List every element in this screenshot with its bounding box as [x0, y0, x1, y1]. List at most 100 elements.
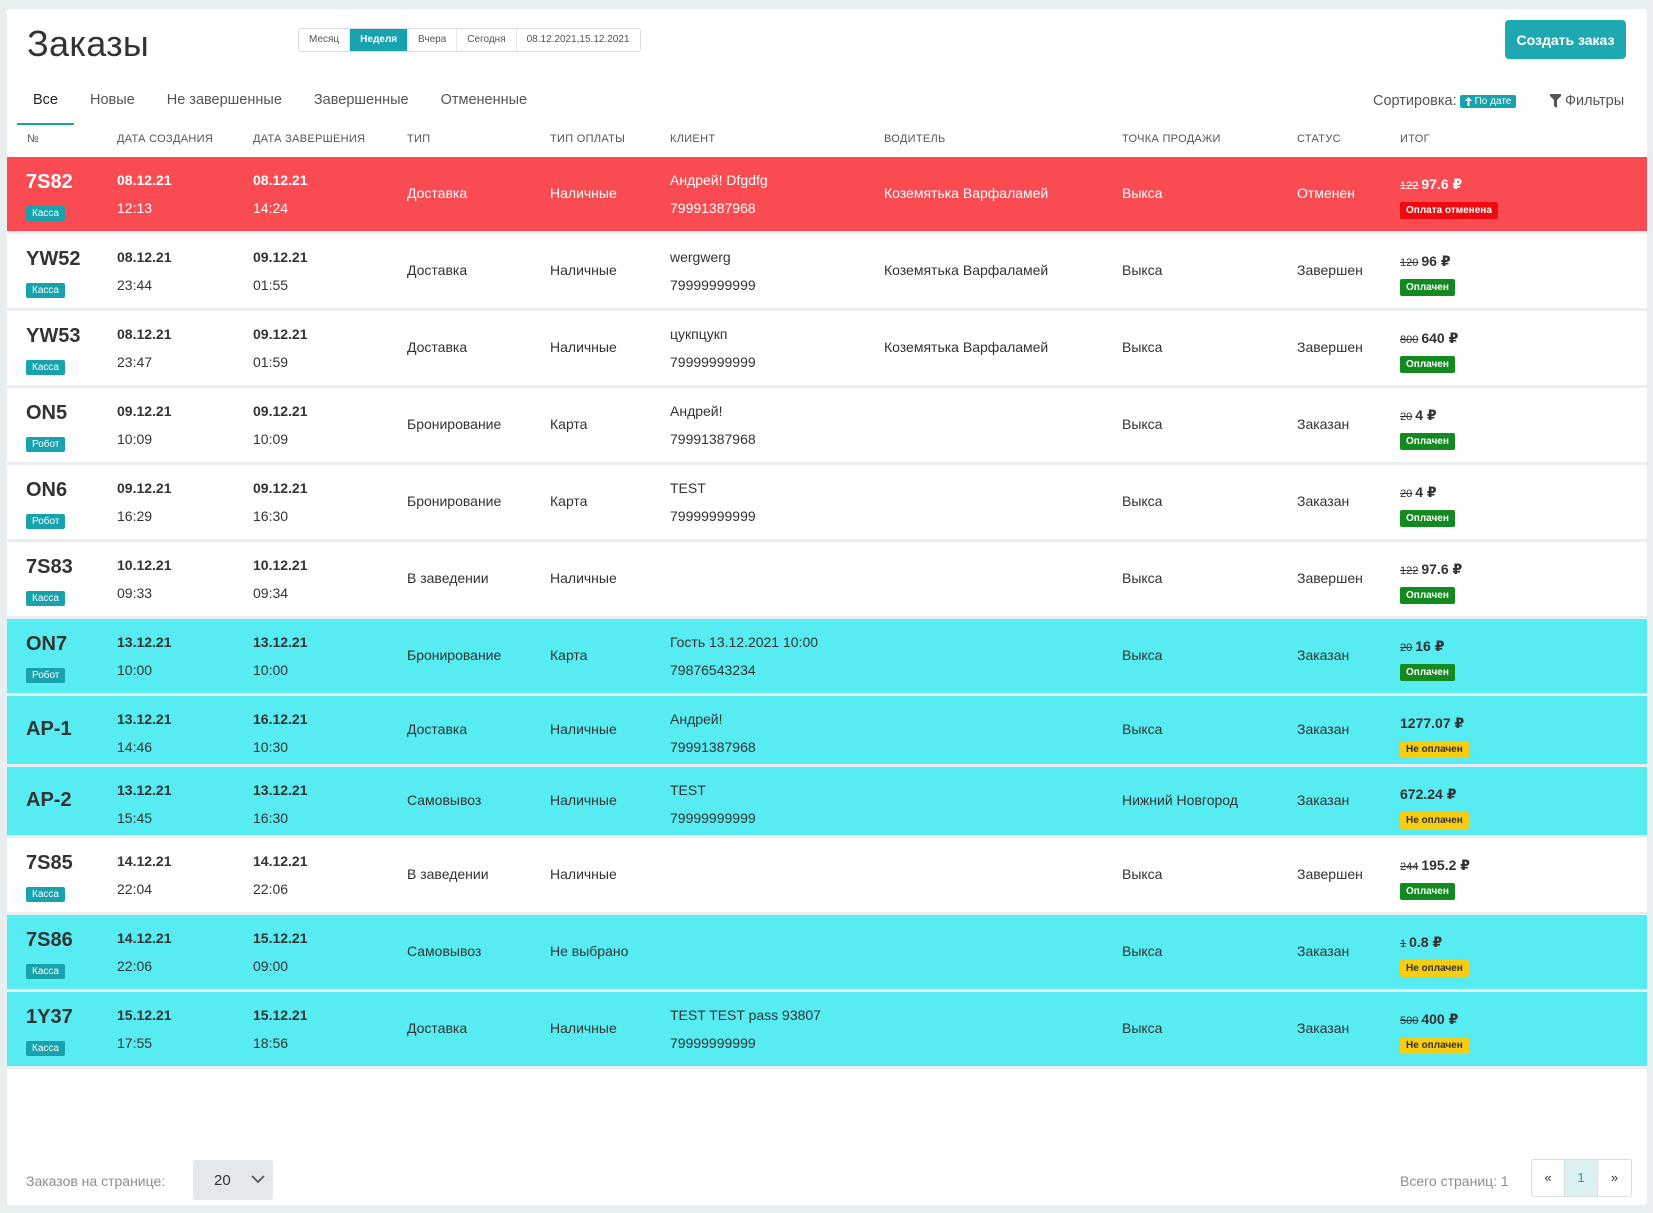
completed-date: 10.12.21 [253, 557, 308, 573]
table-row[interactable]: 7S83 Касса 10.12.21 09:33 10.12.21 09:34 В зав… [7, 542, 1647, 619]
client-name: Андрей! Dfgdfg [670, 172, 768, 188]
table-row[interactable]: AP-1 13.12.21 14:46 16.12.21 10:30 Доставка На… [7, 696, 1647, 767]
completed-time: 09:00 [253, 958, 289, 974]
completed-date: 13.12.21 [253, 634, 308, 650]
completed-date: 16.12.21 [253, 711, 308, 727]
column-header: Водитель [884, 133, 946, 145]
table-row[interactable]: 7S82 Касса 08.12.21 12:13 08.12.21 14:24 Доста… [7, 157, 1647, 234]
sale-point: Выкса [1122, 339, 1163, 355]
table-row[interactable]: 7S85 Касса 14.12.21 22:04 14.12.21 22:06 В зав… [7, 838, 1647, 915]
payment-status-badge: Не оплачен [1400, 960, 1469, 977]
order-status: Заказан [1297, 647, 1350, 663]
order-status: Заказан [1297, 721, 1350, 737]
completed-time: 09:34 [253, 585, 289, 601]
price-final: 96 ₽ [1421, 253, 1451, 269]
created-date: 13.12.21 [117, 782, 172, 798]
payment-status-badge: Оплачен [1400, 279, 1455, 296]
order-type: В заведении [407, 866, 489, 882]
created-date: 13.12.21 [117, 711, 172, 727]
payment-status-badge: Оплачен [1400, 883, 1455, 900]
order-total: 1 0.8 ₽ [1400, 934, 1442, 951]
completed-date: 09.12.21 [253, 249, 308, 265]
create-order-button[interactable]: Создать заказ [1505, 20, 1626, 59]
order-type: Доставка [407, 262, 468, 278]
created-time: 23:44 [117, 277, 153, 293]
chevron-down-icon [251, 1175, 265, 1184]
client-phone: 79876543234 [670, 662, 756, 678]
payment-type: Наличные [550, 570, 617, 586]
period-option[interactable]: 08.12.2021,15.12.2021 [526, 34, 630, 45]
price-final: 195.2 ₽ [1421, 857, 1471, 873]
completed-time: 16:30 [253, 810, 289, 826]
pager-page[interactable]: 1 [1565, 1160, 1598, 1196]
completed-time: 18:56 [253, 1035, 289, 1051]
created-date: 09.12.21 [117, 403, 172, 419]
price-final: 4 ₽ [1415, 484, 1437, 500]
price-original: 20 [1400, 642, 1413, 654]
order-number: 7S86 [26, 929, 73, 951]
tab-1[interactable]: Новые [90, 92, 135, 108]
order-number: 7S83 [26, 556, 73, 578]
orders-table: 7S82 Касса 08.12.21 12:13 08.12.21 14:24 Доста… [7, 157, 1647, 1069]
order-total: 244 195.2 ₽ [1400, 857, 1470, 874]
client-name: цукпцукп [670, 326, 728, 342]
orders-panel: Заказы Месяц Неделя Вчера Сегодня 08.12.2021… [7, 9, 1647, 1205]
table-row[interactable]: 1Y37 Касса 15.12.21 17:55 15.12.21 18:56 Доста… [7, 992, 1647, 1069]
column-header: Дата создания [117, 133, 214, 145]
sale-point: Выкса [1122, 570, 1163, 586]
period-option[interactable]: Неделя [350, 29, 409, 51]
sale-point: Выкса [1122, 866, 1163, 882]
price-final: 4 ₽ [1415, 407, 1437, 423]
period-option[interactable]: Сегодня [457, 29, 517, 51]
per-page-select[interactable]: 20 [193, 1160, 273, 1200]
payment-type: Не выбрано [550, 943, 629, 959]
payment-status-badge: Оплачен [1400, 587, 1455, 604]
per-page-label: Заказов на странице: [26, 1173, 166, 1189]
created-time: 17:55 [117, 1035, 153, 1051]
price-final: 97.6 ₽ [1421, 176, 1463, 192]
tab-4[interactable]: Отмененные [440, 92, 528, 108]
source-badge: Касса [26, 591, 65, 606]
payment-type: Наличные [550, 721, 617, 737]
source-badge: Касса [26, 360, 65, 375]
sale-point: Выкса [1122, 943, 1163, 959]
tab-0[interactable]: Все [17, 88, 74, 125]
price-original: 800 [1400, 334, 1419, 346]
pagination: «1» [1531, 1159, 1632, 1197]
filters-button[interactable]: Фильтры [1550, 93, 1624, 109]
created-date: 09.12.21 [117, 480, 172, 496]
table-row[interactable]: 7S86 Касса 14.12.21 22:06 15.12.21 09:00 Самов… [7, 915, 1647, 992]
payment-status-badge: Оплачен [1400, 356, 1455, 373]
completed-time: 10:09 [253, 431, 289, 447]
pager-prev[interactable]: « [1532, 1160, 1565, 1196]
column-header: Итог [1400, 133, 1430, 145]
client-name: TEST TEST pass 93807 [670, 1007, 821, 1023]
sort-value: По дате [1474, 95, 1512, 107]
pager-next[interactable]: » [1598, 1160, 1631, 1196]
sale-point: Нижний Новгород [1122, 792, 1238, 808]
table-row[interactable]: ON7 Робот 13.12.21 10:00 13.12.21 10:00 Бронир… [7, 619, 1647, 696]
sale-point: Выкса [1122, 416, 1163, 432]
table-row[interactable]: AP-2 13.12.21 15:45 13.12.21 16:30 Самовывоз Н… [7, 767, 1647, 838]
table-row[interactable]: YW53 Касса 08.12.21 23:47 09.12.21 01:59 Доста… [7, 311, 1647, 388]
client-phone: 79999999999 [670, 277, 756, 293]
table-row[interactable]: ON5 Робот 09.12.21 10:09 09.12.21 10:09 Бронир… [7, 388, 1647, 465]
payment-type: Наличные [550, 866, 617, 882]
sort-chip[interactable]: По дате [1459, 94, 1517, 108]
table-row[interactable]: ON6 Робот 09.12.21 16:29 09.12.21 16:30 Бронир… [7, 465, 1647, 542]
sale-point: Выкса [1122, 262, 1163, 278]
period-option[interactable]: Месяц [299, 29, 351, 51]
price-final: 16 ₽ [1415, 638, 1445, 654]
column-header: Дата завершения [253, 133, 366, 145]
price-original: 500 [1400, 1015, 1419, 1027]
sort-control[interactable]: Сортировка: По дате [1373, 93, 1517, 109]
table-row[interactable]: YW52 Касса 08.12.21 23:44 09.12.21 01:55 Доста… [7, 234, 1647, 311]
price-original: 20 [1400, 488, 1413, 500]
payment-status-badge: Оплачен [1400, 664, 1455, 681]
tab-2[interactable]: Не завершенные [166, 92, 282, 108]
price-original: 1 [1400, 938, 1407, 950]
sale-point: Выкса [1122, 493, 1163, 509]
created-date: 13.12.21 [117, 634, 172, 650]
period-option[interactable]: Вчера [408, 29, 458, 51]
tab-3[interactable]: Завершенные [313, 92, 409, 108]
